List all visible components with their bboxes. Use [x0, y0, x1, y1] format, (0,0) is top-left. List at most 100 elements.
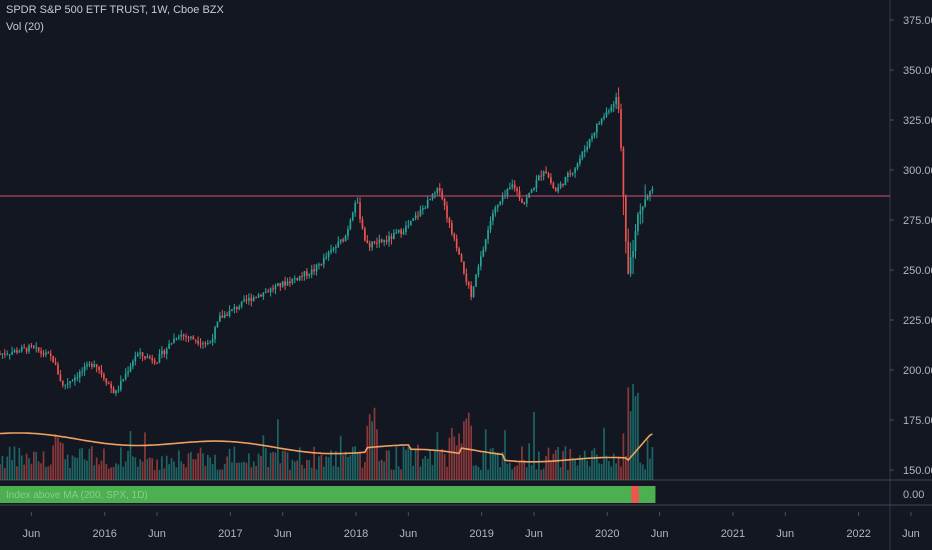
volume-bar: [504, 430, 506, 480]
volume-bar: [16, 466, 18, 480]
volume-bar: [383, 461, 386, 480]
volume-bar: [335, 451, 337, 480]
volume-bar: [216, 469, 219, 480]
candle-body: [393, 232, 395, 240]
volume-bar: [47, 466, 50, 480]
volume-bar: [412, 465, 415, 480]
volume-bar: [301, 464, 303, 480]
volume-bar: [641, 464, 644, 480]
candle-body: [86, 364, 88, 367]
candle-body: [194, 339, 197, 341]
candle-body: [530, 189, 533, 193]
candle-body: [390, 236, 393, 240]
candle-body: [624, 196, 627, 242]
volume-bar: [484, 429, 487, 480]
candle-body: [557, 187, 560, 192]
candle-body: [325, 256, 328, 258]
volume-bar: [81, 448, 83, 480]
volume-bar: [608, 461, 610, 480]
price-tick-label: 250.00: [903, 265, 932, 277]
volume-bar: [98, 464, 100, 480]
volume-bar: [86, 460, 88, 480]
volume-bar: [583, 450, 586, 480]
candle-body: [250, 297, 253, 301]
time-tick-label: Jun: [23, 528, 41, 540]
volume-bar: [204, 465, 207, 480]
volume-bar: [535, 469, 538, 480]
candle-body: [373, 241, 376, 243]
volume-bar: [393, 469, 395, 480]
volume-bar: [617, 456, 620, 480]
volume-bar: [443, 454, 446, 480]
candle-body: [148, 356, 151, 359]
volume-bar: [313, 446, 315, 480]
candle-body: [603, 116, 605, 119]
volume-bar: [223, 463, 226, 480]
candle-body: [320, 264, 323, 266]
volume-bar: [146, 458, 149, 480]
candle-body: [248, 297, 250, 301]
candle-body: [175, 338, 178, 340]
volume-bar: [629, 411, 632, 480]
candle-body: [264, 291, 267, 293]
volume-bar: [492, 447, 494, 480]
volume-bar: [269, 452, 272, 480]
volume-bar: [112, 466, 115, 480]
volume-bar: [574, 460, 576, 480]
candle-body: [132, 361, 134, 367]
volume-bar: [371, 421, 373, 480]
candle-body: [591, 136, 593, 140]
candle-body: [559, 183, 562, 188]
volume-bar: [351, 446, 354, 480]
volume-bar: [467, 412, 470, 480]
volume-bar: [3, 468, 6, 480]
volume-bar: [308, 460, 311, 480]
candle-body: [477, 266, 480, 275]
volume-bar: [624, 455, 627, 480]
volume-bar: [93, 465, 96, 480]
volume-bar: [477, 466, 480, 480]
candle-body: [298, 275, 301, 280]
volume-bar: [429, 450, 431, 480]
candle-body: [562, 183, 564, 186]
volume-bar: [359, 452, 361, 480]
volume-bar: [318, 456, 320, 480]
candle-body: [231, 308, 233, 311]
candle-body: [622, 148, 625, 197]
volume-bar: [226, 456, 228, 480]
volume-bar: [422, 458, 424, 480]
candle-body: [45, 352, 47, 355]
candle-body: [47, 352, 50, 354]
volume-bar: [8, 446, 11, 480]
volume-bar: [6, 456, 9, 480]
candle-body: [629, 257, 632, 274]
candle-body: [170, 343, 173, 345]
candle-body: [479, 256, 482, 267]
volume-bar: [402, 446, 405, 480]
candle-body: [177, 336, 180, 339]
volume-bar: [122, 466, 125, 480]
candle-body: [571, 172, 574, 175]
candle-body: [376, 242, 378, 244]
volume-bar: [325, 456, 328, 480]
volume-bar: [206, 454, 209, 480]
volume-bar: [190, 451, 192, 480]
candle-body: [243, 299, 245, 302]
volume-bar: [458, 433, 460, 480]
candle-body: [139, 352, 141, 354]
volume-bar: [168, 464, 170, 480]
volume-bar: [537, 451, 540, 480]
volume-bar: [54, 434, 57, 480]
candle-body: [371, 241, 373, 248]
volume-bar: [612, 453, 615, 480]
volume-bar: [388, 450, 390, 480]
volume-bar: [409, 447, 412, 480]
volume-bar: [380, 459, 383, 480]
candle-body: [380, 239, 383, 242]
candle-body: [453, 233, 456, 239]
volume-bar: [581, 459, 584, 480]
candle-body: [475, 274, 477, 287]
volume-bar: [390, 469, 393, 480]
candle-body: [608, 111, 610, 113]
